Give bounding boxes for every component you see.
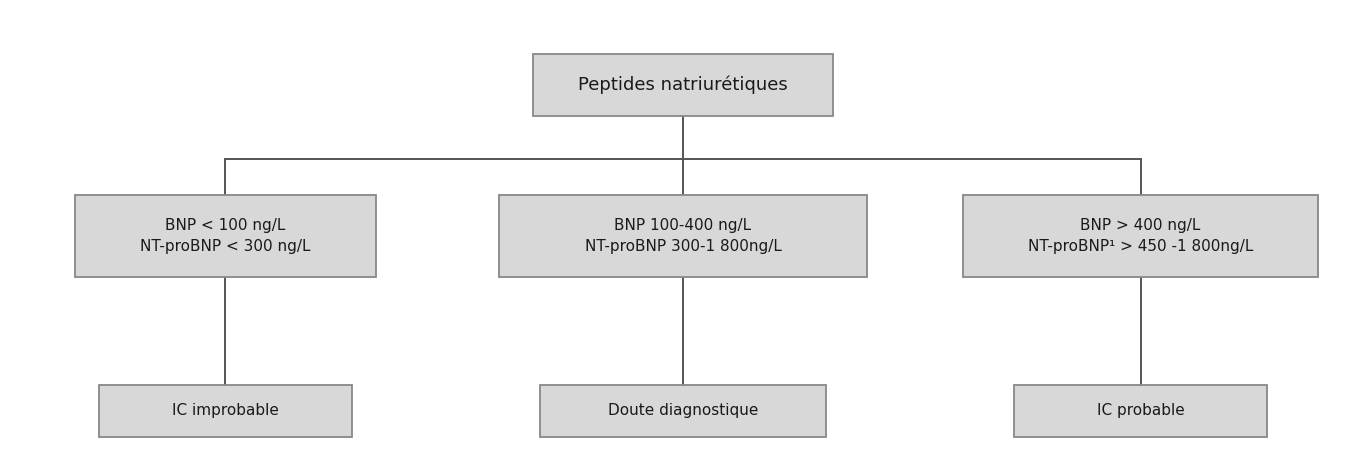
- Text: Peptides natriurétiques: Peptides natriurétiques: [578, 76, 788, 94]
- FancyBboxPatch shape: [963, 195, 1318, 278]
- FancyBboxPatch shape: [75, 195, 376, 278]
- Text: BNP < 100 ng/L
NT-proBNP < 300 ng/L: BNP < 100 ng/L NT-proBNP < 300 ng/L: [141, 218, 310, 254]
- FancyBboxPatch shape: [1014, 385, 1268, 437]
- FancyBboxPatch shape: [533, 54, 833, 116]
- Text: IC improbable: IC improbable: [172, 403, 279, 418]
- FancyBboxPatch shape: [540, 385, 826, 437]
- Text: BNP > 400 ng/L
NT-proBNP¹ > 450 -1 800ng/L: BNP > 400 ng/L NT-proBNP¹ > 450 -1 800ng…: [1029, 218, 1253, 254]
- Text: Doute diagnostique: Doute diagnostique: [608, 403, 758, 418]
- Text: BNP 100-400 ng/L
NT-proBNP 300-1 800ng/L: BNP 100-400 ng/L NT-proBNP 300-1 800ng/L: [585, 218, 781, 254]
- FancyBboxPatch shape: [499, 195, 867, 278]
- Text: IC probable: IC probable: [1097, 403, 1184, 418]
- FancyBboxPatch shape: [100, 385, 352, 437]
